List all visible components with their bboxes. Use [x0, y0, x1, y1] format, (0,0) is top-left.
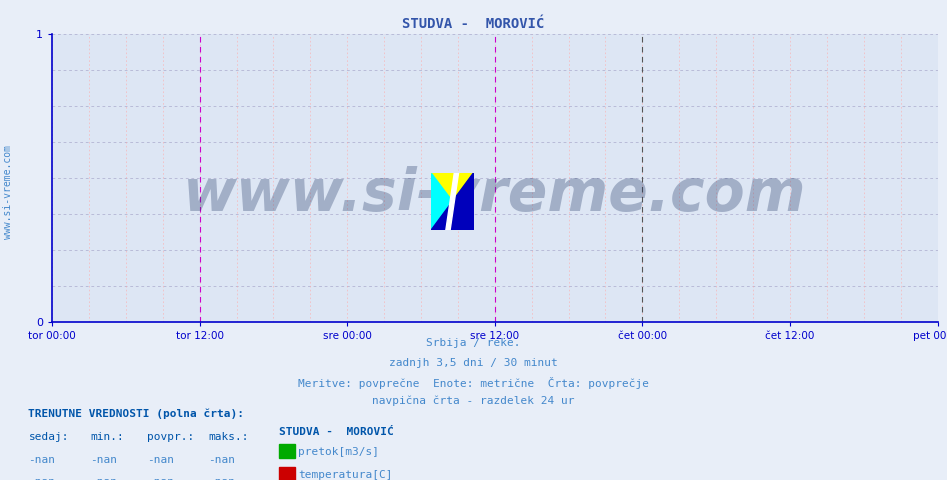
Text: -nan: -nan [90, 477, 117, 480]
Text: Meritve: povprečne  Enote: metrične  Črta: povprečje: Meritve: povprečne Enote: metrične Črta:… [298, 377, 649, 389]
Text: povpr.:: povpr.: [147, 432, 194, 442]
Text: pretok[m3/s]: pretok[m3/s] [298, 447, 380, 456]
Text: temperatura[C]: temperatura[C] [298, 470, 393, 480]
Text: -nan: -nan [147, 477, 174, 480]
Text: TRENUTNE VREDNOSTI (polna črta):: TRENUTNE VREDNOSTI (polna črta): [28, 409, 244, 420]
Polygon shape [431, 173, 474, 230]
Text: navpična črta - razdelek 24 ur: navpična črta - razdelek 24 ur [372, 396, 575, 407]
Text: -nan: -nan [147, 455, 174, 465]
Text: www.si-vreme.com: www.si-vreme.com [3, 145, 12, 239]
Text: -nan: -nan [28, 477, 56, 480]
Text: -nan: -nan [28, 455, 56, 465]
Polygon shape [431, 173, 474, 230]
Polygon shape [446, 173, 458, 230]
Text: Srbija / reke.: Srbija / reke. [426, 338, 521, 348]
Text: zadnjh 3,5 dni / 30 minut: zadnjh 3,5 dni / 30 minut [389, 358, 558, 368]
Text: -nan: -nan [208, 477, 236, 480]
Text: -nan: -nan [90, 455, 117, 465]
Text: sedaj:: sedaj: [28, 432, 69, 442]
Text: www.si-vreme.com: www.si-vreme.com [183, 167, 807, 223]
Text: maks.:: maks.: [208, 432, 249, 442]
Text: STUDVA -  MOROVIĆ: STUDVA - MOROVIĆ [402, 17, 545, 31]
Text: -nan: -nan [208, 455, 236, 465]
Text: min.:: min.: [90, 432, 124, 442]
Text: STUDVA -  MOROVIĆ: STUDVA - MOROVIĆ [279, 427, 394, 437]
